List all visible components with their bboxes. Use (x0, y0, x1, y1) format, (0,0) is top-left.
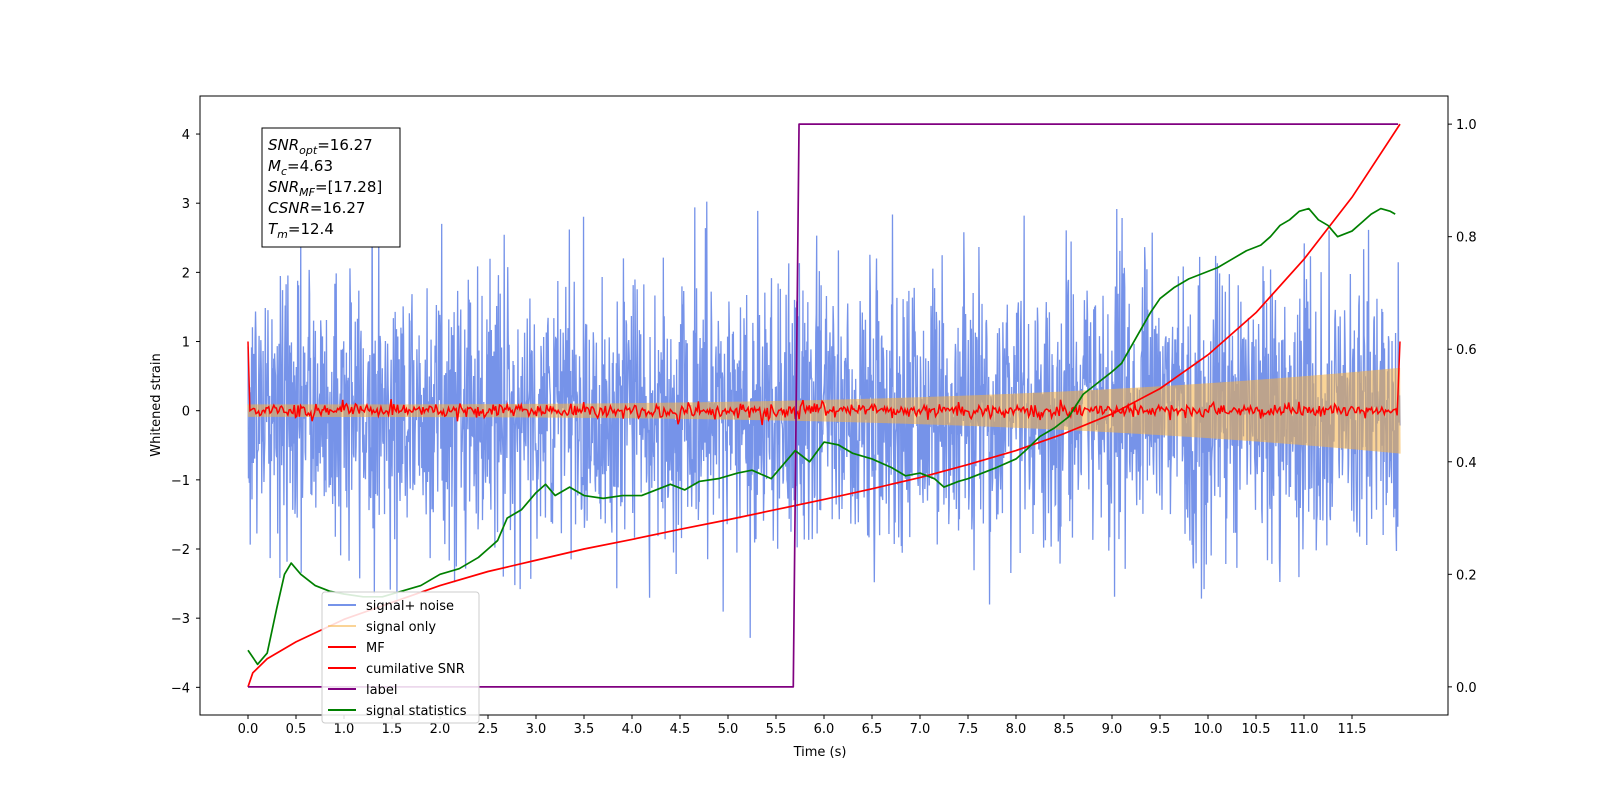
series-line (247, 367, 1401, 454)
annotation-symbol: SNR (268, 136, 299, 154)
y-axis-right: 1.0 0.8 0.6 0.4 0.2 0.0 (1448, 118, 1477, 696)
annotation-subscript: MF (299, 186, 315, 199)
legend-frame (321, 591, 480, 724)
x-tick-label: 5.5 (766, 722, 787, 737)
x-tick-label: 11.0 (1290, 722, 1319, 737)
y-tick-label: −3 (171, 612, 190, 627)
annotation-line: SNRopt=16.27 (268, 136, 373, 157)
annotation-line: SNRMF=[17.28] (268, 178, 382, 199)
annotation-value: =4.63 (287, 157, 333, 175)
x-tick-label: 5.0 (718, 722, 739, 737)
y-tick-label: 3 (182, 197, 190, 212)
x-axis: 0.0 0.5 1.0 1.5 2.0 2.5 3.0 3.5 4.0 4.5 5.0 5.5 6.0 6… (238, 715, 1367, 737)
y2-tick-label: 0.2 (1456, 568, 1477, 583)
y-axis-left: 4 3 2 1 0 −1 −2 −3 −4 (171, 128, 200, 696)
annotation-value: =[17.28] (315, 178, 382, 196)
x-tick-label: 3.5 (574, 722, 595, 737)
x-tick-label: 0.0 (238, 722, 259, 737)
x-tick-label: 1.0 (334, 722, 355, 737)
x-tick-label: 9.0 (1102, 722, 1123, 737)
x-tick-label: 8.0 (1006, 722, 1027, 737)
annotation-subscript: opt (299, 144, 318, 157)
legend-label: signal statistics (366, 704, 467, 719)
y-axis-label: Whitened strain (149, 353, 164, 456)
x-tick-label: 4.5 (670, 722, 691, 737)
y2-tick-label: 0.0 (1456, 681, 1477, 696)
annotation-value: =12.4 (288, 220, 334, 238)
y-tick-label: 2 (182, 266, 190, 281)
annotation-subscript: m (277, 228, 288, 241)
y-tick-label: 1 (182, 336, 190, 351)
x-tick-label: 10.0 (1194, 722, 1223, 737)
series-line (248, 123, 1399, 688)
x-tick-label: 6.5 (862, 722, 883, 737)
series-line (247, 341, 1401, 426)
annotation-line: Mc=4.63 (268, 157, 333, 178)
x-tick-label: 7.0 (910, 722, 931, 737)
annotation-symbol: SNR (268, 178, 299, 196)
annotation-subscript: c (281, 165, 287, 178)
annotation-frame (261, 127, 401, 248)
legend-label: label (366, 683, 397, 698)
legend: signal+ noise signal only MF cumilative SNR… (321, 591, 480, 724)
legend-label: MF (366, 641, 385, 656)
annotation-symbol: M (268, 157, 281, 175)
annotation-line: Tm=12.4 (268, 220, 334, 241)
annotation-value: =16.27 (317, 136, 373, 154)
legend-label: cumilative SNR (366, 662, 465, 677)
y-tick-label: −1 (171, 474, 190, 489)
y2-tick-label: 0.8 (1456, 231, 1477, 246)
y-tick-label: 4 (182, 128, 190, 143)
x-tick-label: 8.5 (1054, 722, 1075, 737)
y-tick-label: −4 (171, 681, 190, 696)
annotation-line: CSNR=16.27 (268, 199, 365, 217)
y2-tick-label: 1.0 (1456, 118, 1477, 133)
x-tick-label: 3.0 (526, 722, 547, 737)
x-tick-label: 7.5 (958, 722, 979, 737)
x-tick-label: 2.5 (478, 722, 499, 737)
legend-label: signal only (366, 620, 436, 635)
legend-label: signal+ noise (366, 599, 454, 614)
x-tick-label: 1.5 (382, 722, 403, 737)
annotation-value: =16.27 (310, 199, 366, 217)
x-tick-label: 11.5 (1338, 722, 1367, 737)
x-tick-label: 0.5 (286, 722, 307, 737)
x-tick-label: 9.5 (1150, 722, 1171, 737)
annotation-symbol: CSNR (268, 199, 310, 217)
y-tick-label: −2 (171, 543, 190, 558)
y2-tick-label: 0.4 (1456, 456, 1477, 471)
series-line (247, 207, 1396, 666)
x-tick-label: 2.0 (430, 722, 451, 737)
y-tick-label: 0 (182, 405, 190, 420)
x-tick-label: 10.5 (1242, 722, 1271, 737)
y2-tick-label: 0.6 (1456, 343, 1477, 358)
annotation-symbol: T (268, 220, 279, 238)
parameter-annotation-box: SNRopt=16.27Mc=4.63SNRMF=[17.28]CSNR=16.… (261, 127, 401, 248)
x-axis-label: Time (s) (793, 745, 847, 760)
x-tick-label: 6.0 (814, 722, 835, 737)
x-tick-label: 4.0 (622, 722, 643, 737)
